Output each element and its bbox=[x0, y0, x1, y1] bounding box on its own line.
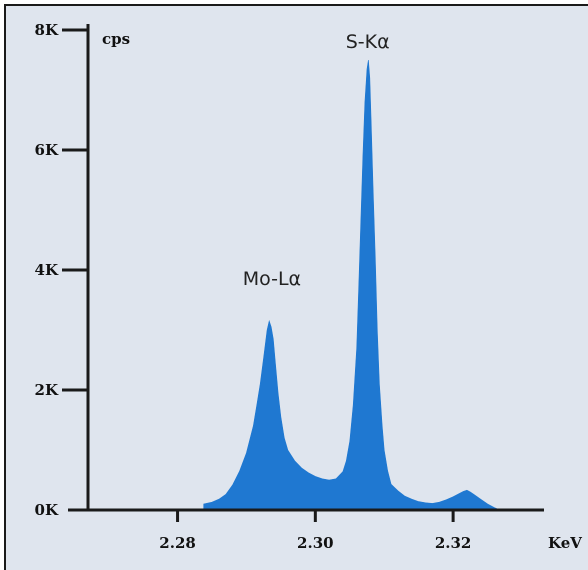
peak-label: Mo-Lα bbox=[243, 268, 301, 290]
x-tick-label: 2.30 bbox=[297, 534, 334, 552]
y-axis-label: cps bbox=[102, 30, 130, 48]
peak-label: S-Kα bbox=[346, 31, 390, 53]
y-tick-label: 4K bbox=[35, 261, 59, 279]
y-tick-label: 6K bbox=[35, 141, 59, 159]
peak-annotations: Mo-Lα S-Kα bbox=[243, 31, 390, 290]
y-tick-label: 8K bbox=[35, 21, 59, 39]
x-tick-label: 2.28 bbox=[159, 534, 196, 552]
y-tick-label: 2K bbox=[35, 381, 59, 399]
axes bbox=[68, 24, 544, 512]
x-tick-label: 2.32 bbox=[435, 534, 472, 552]
y-tick-label: 0K bbox=[35, 501, 59, 519]
x-axis-label: KeV bbox=[548, 534, 582, 552]
tick-marks: 0K 2K 4K 6K 8K 2.28 2.30 2.32 bbox=[35, 21, 472, 552]
spectrum-area bbox=[203, 59, 501, 511]
